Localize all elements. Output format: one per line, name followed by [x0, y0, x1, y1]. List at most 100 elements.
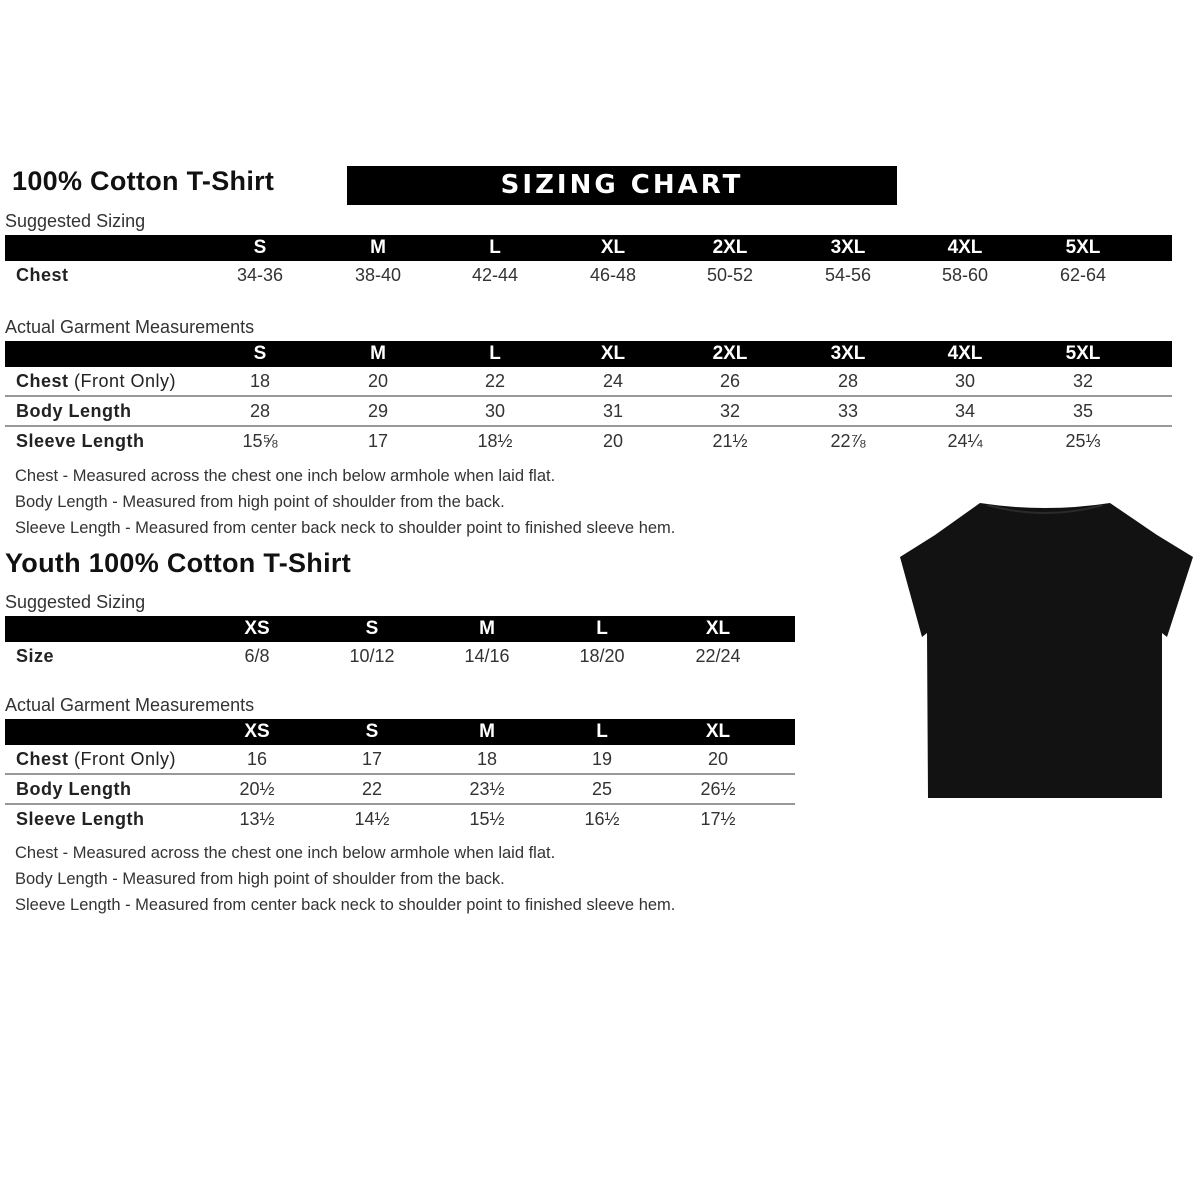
table-cell: 33 [837, 401, 859, 421]
size-header-cell: 2XL [712, 343, 748, 364]
table-cell: 18 [249, 371, 271, 391]
table-row: Body Length 20½ 22 23½ 25 26½ [5, 775, 795, 805]
table-cell: 31 [602, 401, 624, 421]
adult-suggested-table: S M L XL 2XL 3XL 4XL 5XL Chest 34-36 38-40 42-44 46-… [5, 235, 1172, 289]
size-header-cell: L [596, 721, 608, 742]
size-header-cell: M [370, 237, 386, 258]
size-header-row: S M L XL 2XL 3XL 4XL 5XL [5, 341, 1172, 367]
table-cell: 19 [591, 749, 613, 769]
row-label: Chest [16, 261, 69, 289]
table-cell: 30 [484, 401, 506, 421]
row-label-text: Body Length [16, 401, 132, 421]
table-cell: 25 [591, 779, 613, 799]
table-cell: 50-52 [706, 265, 754, 285]
table-cell: 42-44 [471, 265, 519, 285]
table-cell: 18 [476, 749, 498, 769]
size-header-cell: 3XL [830, 343, 866, 364]
table-cell: 38-40 [354, 265, 402, 285]
row-label: Chest (Front Only) [16, 367, 176, 395]
size-header-cell: L [489, 237, 501, 258]
table-cell: 22⅞ [830, 431, 866, 451]
table-cell: 26 [719, 371, 741, 391]
youth-suggested-label: Suggested Sizing [5, 592, 146, 612]
row-label-text: Size [16, 646, 55, 666]
table-cell: 21½ [712, 431, 748, 451]
table-cell: 16 [246, 749, 268, 769]
row-label: Sleeve Length [16, 427, 145, 455]
size-header-cell: S [365, 721, 379, 742]
note-text: Chest - Measured across the chest one in… [15, 467, 556, 485]
size-header-row: XS S M L XL [5, 616, 795, 642]
note-text: Sleeve Length - Measured from center bac… [15, 519, 676, 537]
table-row: Chest (Front Only) 16 17 18 19 20 [5, 745, 795, 775]
size-header-cell: S [253, 343, 267, 364]
row-label-text: Chest [16, 371, 69, 391]
size-header-cell: L [489, 343, 501, 364]
table-cell: 22/24 [695, 646, 741, 666]
size-header-cell: L [596, 618, 608, 639]
table-cell: 14½ [354, 809, 390, 829]
size-header-cell: XL [600, 343, 626, 364]
size-header-cell: XL [600, 237, 626, 258]
size-header-cell: 3XL [830, 237, 866, 258]
table-cell: 24¼ [947, 431, 983, 451]
table-cell: 22 [361, 779, 383, 799]
size-header-row: S M L XL 2XL 3XL 4XL 5XL [5, 235, 1172, 261]
table-cell: 25⅓ [1065, 431, 1101, 451]
table-row: Sleeve Length 15⅝ 17 18½ 20 21½ 22⅞ 24¼ 25⅓ [5, 427, 1172, 455]
table-row: Chest 34-36 38-40 42-44 46-48 50-52 54-56 58-60… [5, 261, 1172, 289]
table-cell: 34-36 [236, 265, 284, 285]
table-cell: 14/16 [464, 646, 510, 666]
tshirt-icon [900, 503, 1193, 798]
note-text: Body Length - Measured from high point o… [15, 493, 505, 511]
table-cell: 17 [361, 749, 383, 769]
size-header-cell: XL [705, 618, 731, 639]
row-label-extra: (Front Only) [68, 371, 177, 391]
note-text: Chest - Measured across the chest one in… [15, 844, 556, 862]
size-header-cell: XS [244, 721, 270, 742]
row-label-text: Sleeve Length [16, 809, 145, 829]
size-header-cell: 4XL [947, 237, 983, 258]
table-cell: 32 [719, 401, 741, 421]
adult-title: 100% Cotton T-Shirt [12, 166, 275, 196]
table-cell: 15½ [469, 809, 505, 829]
table-cell: 26½ [700, 779, 736, 799]
table-cell: 13½ [239, 809, 275, 829]
table-cell: 28 [249, 401, 271, 421]
table-row: Sleeve Length 13½ 14½ 15½ 16½ 17½ [5, 805, 795, 833]
adult-actual-table: S M L XL 2XL 3XL 4XL 5XL Chest (Front Only) 18 20 2… [5, 341, 1172, 455]
size-header-cell: M [479, 618, 495, 639]
row-label: Body Length [16, 775, 132, 803]
sizing-chart-banner: SIZING CHART [347, 166, 897, 205]
table-cell: 54-56 [824, 265, 872, 285]
youth-title: Youth 100% Cotton T-Shirt [5, 548, 351, 578]
row-label-text: Chest [16, 265, 69, 285]
size-header-row: XS S M L XL [5, 719, 795, 745]
size-header-cell: XL [705, 721, 731, 742]
size-header-cell: M [370, 343, 386, 364]
table-cell: 28 [837, 371, 859, 391]
table-cell: 32 [1072, 371, 1094, 391]
table-cell: 10/12 [349, 646, 395, 666]
table-row: Size 6/8 10/12 14/16 18/20 22/24 [5, 642, 795, 670]
table-row: Chest (Front Only) 18 20 22 24 26 28 30 32 [5, 367, 1172, 397]
table-cell: 35 [1072, 401, 1094, 421]
table-cell: 30 [954, 371, 976, 391]
table-cell: 46-48 [589, 265, 637, 285]
size-header-cell: XS [244, 618, 270, 639]
row-label: Sleeve Length [16, 805, 145, 833]
adult-suggested-label: Suggested Sizing [5, 211, 146, 231]
size-header-cell: 5XL [1065, 237, 1101, 258]
table-cell: 18/20 [579, 646, 625, 666]
table-cell: 20 [707, 749, 729, 769]
table-row: Body Length 28 29 30 31 32 33 34 35 [5, 397, 1172, 427]
row-label-text: Sleeve Length [16, 431, 145, 451]
table-cell: 15⅝ [242, 431, 278, 451]
note-text: Sleeve Length - Measured from center bac… [15, 896, 676, 914]
table-cell: 17 [367, 431, 389, 451]
table-cell: 6/8 [244, 646, 270, 666]
table-cell: 18½ [477, 431, 513, 451]
row-label: Chest (Front Only) [16, 745, 176, 773]
size-header-cell: S [253, 237, 267, 258]
